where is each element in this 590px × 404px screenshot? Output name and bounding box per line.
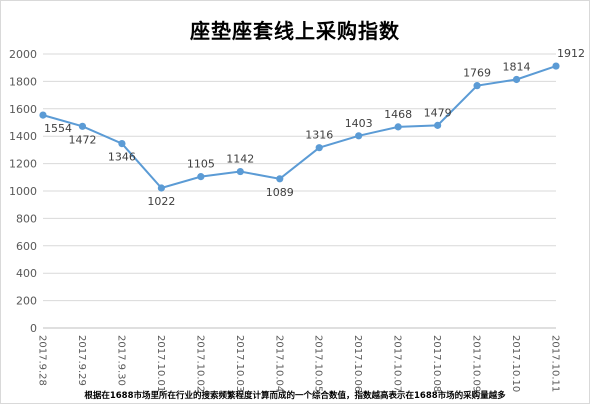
data-label: 1479: [424, 106, 452, 119]
x-tick-label: 2017.10.09: [471, 335, 482, 392]
data-point: [394, 123, 402, 131]
x-tick-label: 2017.10.02: [194, 335, 205, 392]
y-tick-label: 800: [16, 212, 37, 225]
data-label: 1468: [384, 108, 412, 121]
chart-footnote: 根据在1688市场里所在行业的搜索频繁程度计算而成的一个综合数值，指数越高表示在…: [84, 391, 506, 401]
chart-title: 座垫座套线上采购指数: [190, 19, 400, 43]
data-label: 1472: [68, 133, 96, 146]
data-point: [118, 139, 126, 148]
data-label: 1554: [44, 122, 72, 135]
y-tick-label: 600: [16, 240, 37, 253]
y-tick-label: 1600: [9, 103, 37, 116]
data-label: 1022: [147, 195, 175, 208]
data-point: [236, 167, 244, 176]
x-tick-label: 2017.10.03: [234, 335, 245, 392]
data-point: [157, 184, 165, 192]
data-point: [39, 111, 47, 119]
data-point: [276, 175, 284, 183]
y-tick-label: 200: [16, 295, 37, 308]
data-point: [552, 62, 560, 70]
y-tick-label: 2000: [9, 48, 37, 61]
data-point: [512, 75, 521, 84]
x-tick-label: 2017.10.04: [273, 335, 284, 392]
data-point: [355, 132, 363, 140]
x-tick-label: 2017.10.08: [431, 335, 442, 392]
x-tick-label: 2017.10.05: [313, 335, 324, 392]
y-tick-label: 1400: [9, 130, 37, 143]
data-label: 1316: [305, 129, 333, 142]
data-label: 1403: [345, 117, 373, 130]
data-label: 1769: [463, 67, 491, 80]
y-tick-label: 400: [16, 267, 37, 280]
x-tick-label: 2017.10.01: [155, 335, 166, 392]
data-point: [434, 121, 442, 129]
x-tick-label: 2017.9.28: [37, 335, 48, 386]
data-label: 1814: [503, 60, 531, 73]
y-tick-label: 1200: [9, 158, 37, 171]
x-tick-label: 2017.9.30: [115, 335, 126, 386]
series-line: [42, 65, 557, 190]
data-label: 1912: [557, 47, 585, 60]
data-label: 1089: [266, 186, 294, 199]
x-tick-label: 2017.9.29: [76, 335, 87, 386]
data-point: [473, 82, 481, 90]
data-label: 1105: [187, 158, 215, 171]
y-tick-label: 1000: [9, 185, 37, 198]
x-tick-label: 2017.10.06: [352, 335, 363, 392]
data-point: [78, 122, 87, 130]
x-tick-label: 2017.10.11: [550, 335, 561, 392]
data-point: [197, 173, 205, 181]
x-tick-label: 2017.10.10: [510, 335, 521, 392]
data-label: 1346: [108, 151, 136, 164]
y-tick-label: 1800: [9, 75, 37, 88]
data-point: [315, 144, 323, 152]
data-label: 1142: [226, 153, 254, 166]
x-tick-label: 2017.10.07: [392, 335, 403, 392]
y-tick-label: 0: [30, 322, 37, 335]
